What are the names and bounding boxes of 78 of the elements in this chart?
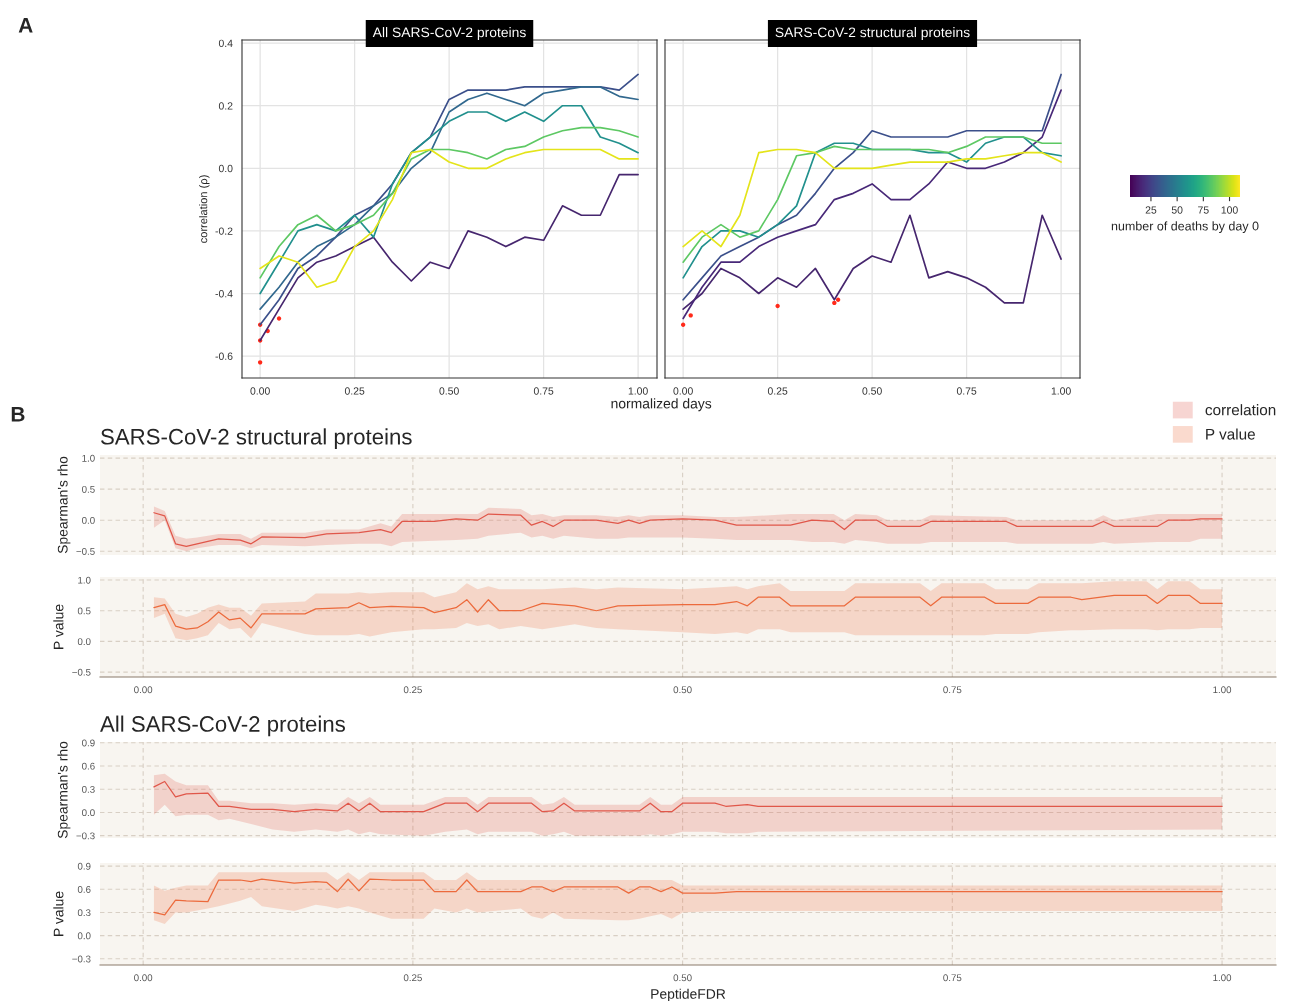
text: B xyxy=(11,407,25,422)
color-bar-label: 25 xyxy=(1145,206,1157,214)
x-tick-label: 1.00 xyxy=(1051,387,1071,395)
x-tick-label: 0.00 xyxy=(134,974,153,982)
x-tick-label: 0.50 xyxy=(439,387,459,395)
y-axis-title: correlation (ρ) xyxy=(199,175,210,243)
y-tick-label: 0.3 xyxy=(82,785,95,793)
chart-title: SARS-CoV-2 structural proteins xyxy=(775,27,970,40)
y-tick-label: 0.9 xyxy=(77,862,91,870)
legend-label: correlation xyxy=(1205,404,1276,416)
y-tick-label: 1.0 xyxy=(78,576,91,584)
y-tick-label: -0.6 xyxy=(215,352,233,360)
line-series xyxy=(153,780,1223,813)
y-tick-label: 1.0 xyxy=(82,454,95,462)
x-tick-label: 0.25 xyxy=(403,974,422,982)
x-tick-label: 1.00 xyxy=(628,387,648,395)
y-tick-label: 0.0 xyxy=(82,516,95,524)
y-tick-label: 0.5 xyxy=(77,607,91,615)
x-tick-label: 0.75 xyxy=(943,686,962,694)
y-axis-title: Spearman's rho xyxy=(57,741,71,839)
color-bar-label: 100 xyxy=(1221,206,1238,214)
line-series xyxy=(153,512,1223,547)
x-tick-label: 0.75 xyxy=(533,387,554,395)
x-tick-label: 0.25 xyxy=(767,387,788,395)
x-tick-label: 1.00 xyxy=(1213,686,1232,694)
text: A xyxy=(18,18,33,33)
y-tick-label: 0.0 xyxy=(82,809,95,817)
y-axis-title: Spearman's rho xyxy=(57,456,71,554)
x-tick-label: 0.00 xyxy=(673,387,693,395)
y-tick-label: 0.0 xyxy=(77,638,91,646)
y-tick-label: 0.4 xyxy=(218,39,233,48)
x-axis-title: normalized days xyxy=(611,398,712,412)
y-tick-label: 0.3 xyxy=(77,909,91,917)
y-tick-label: 0.9 xyxy=(82,739,95,747)
point xyxy=(775,303,780,309)
y-tick-label: −0.5 xyxy=(76,548,95,555)
y-tick-label: 0.5 xyxy=(82,485,95,493)
line-series xyxy=(259,173,639,342)
y-tick-label: −0.5 xyxy=(72,668,91,676)
chart-title: All SARS-CoV-2 proteins xyxy=(372,27,526,40)
x-axis-title: PeptideFDR xyxy=(651,988,726,1001)
chart-title: All SARS-CoV-2 proteins xyxy=(100,715,345,737)
line-series xyxy=(259,126,639,279)
x-tick-label: 0.00 xyxy=(250,387,270,395)
line-series xyxy=(259,148,639,289)
y-tick-label: 0.2 xyxy=(218,102,233,110)
color-bar-title: number of deaths by day 0 xyxy=(1111,221,1259,233)
point xyxy=(276,316,282,321)
x-tick-label: 1.00 xyxy=(1213,974,1232,982)
x-tick-label: 0.50 xyxy=(862,387,882,395)
x-tick-label: 0.00 xyxy=(134,686,153,694)
y-axis-title: P value xyxy=(53,604,64,649)
point xyxy=(835,297,841,302)
color-bar-label: 75 xyxy=(1198,206,1209,214)
y-tick-label: 0.0 xyxy=(218,164,233,173)
y-tick-label: -0.2 xyxy=(215,227,233,235)
chart-title: SARS-CoV-2 structural proteins xyxy=(101,428,412,449)
line-series xyxy=(153,594,1223,630)
point xyxy=(832,300,837,306)
y-tick-label: 0.6 xyxy=(77,886,91,893)
x-tick-label: 0.75 xyxy=(956,387,977,395)
line-series xyxy=(153,878,1223,916)
legend-label: P value xyxy=(1206,428,1255,440)
color-bar-label: 50 xyxy=(1171,206,1183,214)
x-tick-label: 0.50 xyxy=(673,686,692,694)
y-tick-label: −0.3 xyxy=(76,832,95,840)
point xyxy=(257,360,263,365)
x-tick-label: 0.50 xyxy=(673,974,692,982)
y-axis-title: P value xyxy=(53,891,64,936)
point xyxy=(680,322,686,327)
y-tick-label: -0.4 xyxy=(215,290,233,298)
y-tick-label: 0.6 xyxy=(82,762,95,770)
x-tick-label: 0.25 xyxy=(344,387,365,395)
point xyxy=(688,313,693,318)
x-tick-label: 0.25 xyxy=(403,686,422,694)
x-tick-label: 0.75 xyxy=(943,974,962,982)
y-tick-label: 0.0 xyxy=(77,932,91,940)
y-tick-label: −0.3 xyxy=(72,955,91,963)
